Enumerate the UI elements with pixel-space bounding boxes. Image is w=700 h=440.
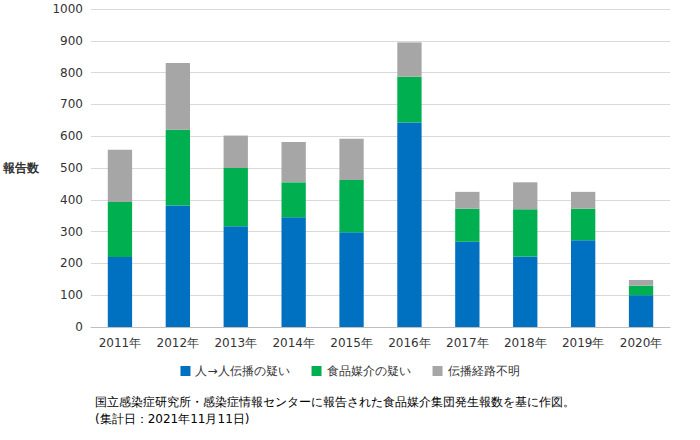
svg-text:2012年: 2012年 <box>157 336 200 350</box>
svg-text:500: 500 <box>60 161 83 175</box>
svg-text:600: 600 <box>60 129 83 143</box>
svg-text:2014年: 2014年 <box>272 336 315 350</box>
svg-text:伝播経路不明: 伝播経路不明 <box>448 364 520 378</box>
svg-text:2019年: 2019年 <box>562 336 605 350</box>
svg-text:300: 300 <box>60 225 83 239</box>
svg-text:2015年: 2015年 <box>330 336 373 350</box>
svg-text:2020年: 2020年 <box>620 336 663 350</box>
svg-text:700: 700 <box>60 97 83 111</box>
svg-text:(集計日：2021年11月11日): (集計日：2021年11月11日) <box>95 412 249 426</box>
svg-text:食品媒介の疑い: 食品媒介の疑い <box>327 364 411 378</box>
svg-text:2011年: 2011年 <box>99 336 142 350</box>
svg-text:1000: 1000 <box>52 2 83 16</box>
svg-text:人→人伝播の疑い: 人→人伝播の疑い <box>195 364 289 378</box>
svg-text:100: 100 <box>60 288 83 302</box>
svg-text:2017年: 2017年 <box>446 336 489 350</box>
svg-text:200: 200 <box>60 256 83 270</box>
svg-text:報告数: 報告数 <box>2 161 40 175</box>
svg-text:国立感染症研究所・感染症情報センターに報告された食品媒介集団: 国立感染症研究所・感染症情報センターに報告された食品媒介集団発生報数を基に作図。 <box>95 395 575 409</box>
svg-text:2013年: 2013年 <box>214 336 257 350</box>
svg-text:2018年: 2018年 <box>504 336 547 350</box>
svg-text:800: 800 <box>60 66 83 80</box>
svg-text:2016年: 2016年 <box>388 336 431 350</box>
svg-text:0: 0 <box>75 320 83 334</box>
svg-text:400: 400 <box>60 193 83 207</box>
svg-text:900: 900 <box>60 34 83 48</box>
